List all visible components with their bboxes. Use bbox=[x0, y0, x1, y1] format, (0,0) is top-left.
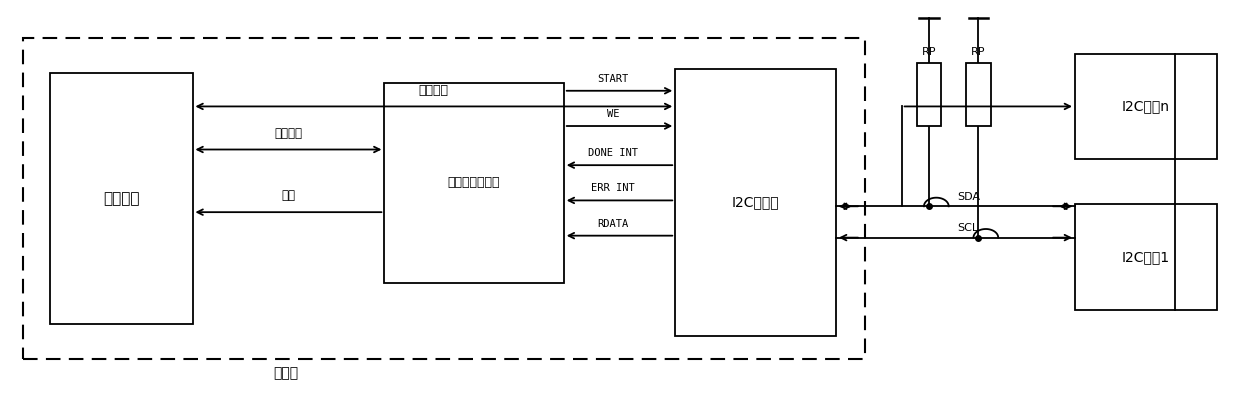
Text: I2C设备n: I2C设备n bbox=[1123, 99, 1170, 114]
Bar bbox=[675, 69, 836, 336]
Text: WE: WE bbox=[607, 109, 620, 119]
Text: RP: RP bbox=[922, 48, 937, 57]
Text: RP: RP bbox=[971, 48, 986, 57]
Text: 中断: 中断 bbox=[281, 189, 295, 202]
Text: SDA: SDA bbox=[958, 192, 980, 202]
Bar bbox=[917, 63, 942, 126]
Text: 内部总线: 内部总线 bbox=[275, 127, 302, 140]
Text: RDATA: RDATA bbox=[597, 219, 629, 229]
Bar bbox=[1075, 204, 1217, 310]
Text: 内部总线: 内部总线 bbox=[419, 84, 449, 97]
Bar bbox=[24, 38, 865, 359]
Text: SCL: SCL bbox=[958, 223, 979, 233]
Text: START: START bbox=[597, 74, 629, 84]
Bar bbox=[966, 63, 991, 126]
Bar bbox=[384, 83, 564, 283]
Text: 重复读写控制器: 重复读写控制器 bbox=[447, 176, 501, 189]
Bar bbox=[1075, 53, 1217, 159]
Text: DONE INT: DONE INT bbox=[589, 148, 638, 158]
Text: 主控制器: 主控制器 bbox=[103, 191, 140, 206]
Text: I2C控制器: I2C控制器 bbox=[732, 195, 779, 209]
Text: ERR INT: ERR INT bbox=[591, 184, 636, 193]
Text: I2C设备1: I2C设备1 bbox=[1123, 250, 1170, 264]
Text: 单芯片: 单芯片 bbox=[273, 366, 297, 380]
Bar bbox=[51, 73, 192, 324]
